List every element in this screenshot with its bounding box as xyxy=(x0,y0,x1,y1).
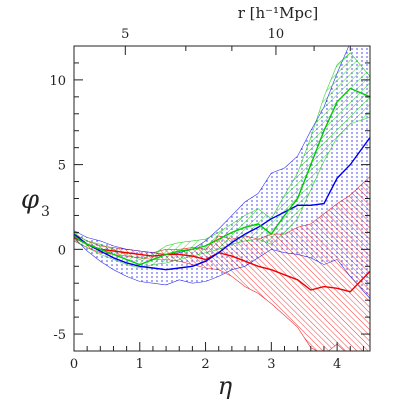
y-tick-label: 5 xyxy=(58,159,66,174)
top-tick-label: 10 xyxy=(268,27,285,42)
x-tick-label: 2 xyxy=(201,357,209,372)
x-tick-label: 1 xyxy=(136,357,144,372)
x-tick-label: 4 xyxy=(333,357,341,372)
series-lines xyxy=(74,87,370,293)
x-axis-title: η xyxy=(218,372,233,400)
axis-ticks: 0 1 2 3 4 -5 0 5 10 5 10 xyxy=(49,27,370,372)
band-upper-edge-1 xyxy=(74,52,370,260)
series-line-2 xyxy=(74,236,370,293)
band-lower-edge-1 xyxy=(74,116,370,269)
band-lower-edge-0 xyxy=(74,237,370,299)
x-tick-label: 0 xyxy=(70,357,78,372)
top-tick-label: 5 xyxy=(121,27,129,42)
series-line-0 xyxy=(74,137,370,271)
top-axis-title: r [h⁻¹Mpc] xyxy=(238,4,319,22)
y-axis-subscript: 3 xyxy=(41,204,50,220)
y-tick-label: 10 xyxy=(49,74,66,89)
y-tick-label: 0 xyxy=(58,243,66,258)
x-tick-label: 3 xyxy=(267,357,275,372)
error-band-0 xyxy=(74,46,370,299)
y-axis-title: φ 3 xyxy=(21,185,50,220)
series-line-1 xyxy=(74,87,370,266)
y-axis-symbol: φ xyxy=(21,185,40,215)
y-tick-label: -5 xyxy=(53,328,66,343)
error-band-1 xyxy=(74,52,370,268)
error-bands xyxy=(74,46,370,351)
band-upper-edge-0 xyxy=(74,46,350,255)
